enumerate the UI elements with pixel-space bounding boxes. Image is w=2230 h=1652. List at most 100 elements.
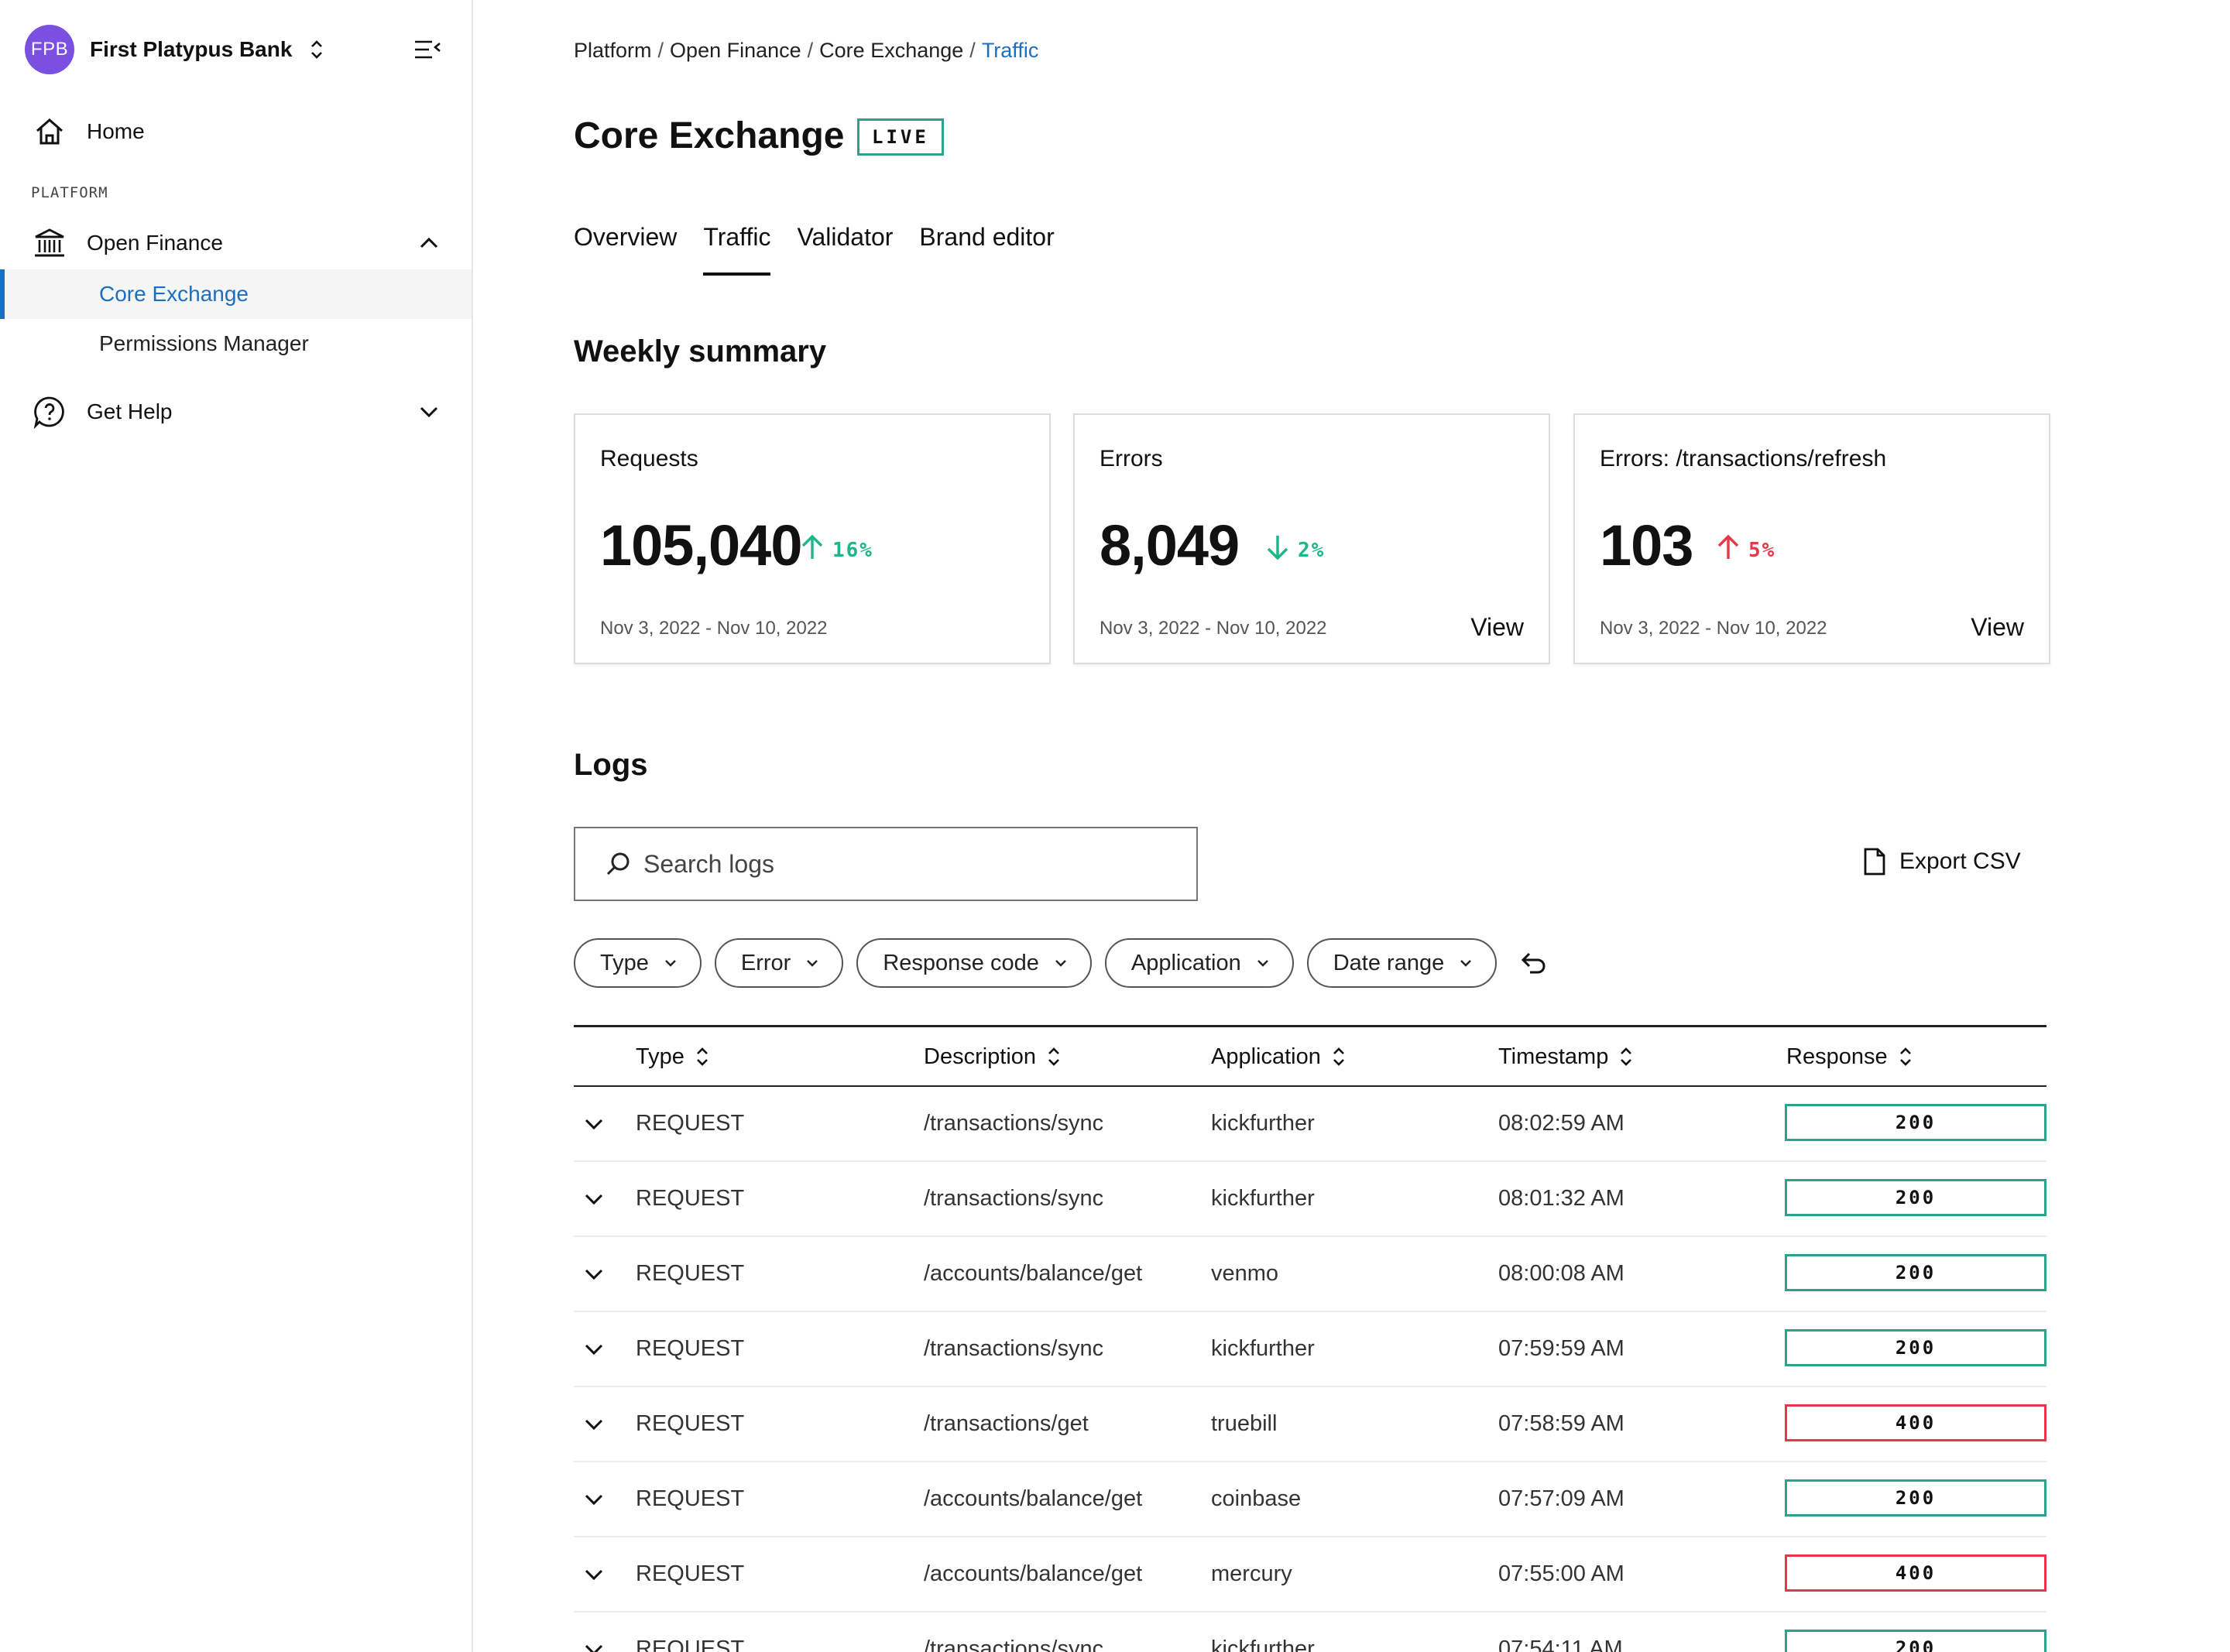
column-header-description[interactable]: Description: [924, 1027, 1061, 1086]
filter-type[interactable]: Type: [574, 938, 702, 988]
logs-table: Type Description Application Timestamp R…: [574, 1025, 2046, 1652]
filter-error[interactable]: Error: [714, 938, 844, 988]
view-errors-refresh-link[interactable]: View: [1971, 613, 2024, 641]
response-code-badge: 200: [1785, 1630, 2046, 1652]
export-csv-button[interactable]: Export CSV: [1862, 847, 2021, 876]
cell-description: /transactions/sync: [924, 1336, 1104, 1361]
column-header-response[interactable]: Response: [1786, 1027, 1913, 1086]
filter-date-range[interactable]: Date range: [1306, 938, 1498, 988]
table-header: Type Description Application Timestamp R…: [574, 1025, 2046, 1087]
expand-row-chevron-icon[interactable]: [580, 1636, 608, 1652]
expand-row-chevron-icon[interactable]: [580, 1260, 608, 1288]
column-header-application[interactable]: Application: [1211, 1027, 1346, 1086]
filter-type-label: Type: [600, 950, 649, 975]
table-row[interactable]: REQUEST/transactions/sync kickfurther 08:0…: [574, 1087, 2046, 1162]
sidebar: FPB First Platypus Bank Home PLATFORM Op…: [0, 0, 473, 1652]
cell-application: kickfurther: [1211, 1637, 1315, 1652]
card-value: 8,049: [1100, 513, 1240, 578]
response-code-badge: 200: [1785, 1329, 2046, 1366]
sidebar-item-home-label: Home: [87, 119, 145, 143]
tab-brand-editor[interactable]: Brand editor: [919, 223, 1055, 251]
table-row[interactable]: REQUEST/transactions/sync kickfurther 07:5…: [574, 1613, 2046, 1652]
column-header-label: Response: [1786, 1044, 1888, 1069]
sidebar-item-open-finance[interactable]: Open Finance: [0, 224, 472, 262]
org-switcher[interactable]: FPB First Platypus Bank: [25, 23, 324, 76]
cell-timestamp: 08:00:08 AM: [1498, 1261, 1624, 1286]
response-code-badge: 200: [1785, 1479, 2046, 1517]
tab-traffic[interactable]: Traffic: [703, 221, 771, 276]
sort-icon: [1899, 1047, 1911, 1066]
cell-description: /accounts/balance/get: [924, 1261, 1143, 1286]
column-header-timestamp[interactable]: Timestamp: [1498, 1027, 1633, 1086]
cell-application: kickfurther: [1211, 1186, 1315, 1211]
cell-description: /transactions/sync: [924, 1111, 1104, 1136]
filter-response-code-label: Response code: [883, 950, 1039, 975]
search-logs-box[interactable]: [574, 827, 1198, 901]
response-code-badge: 200: [1785, 1104, 2046, 1141]
org-name: First Platypus Bank: [90, 37, 293, 61]
breadcrumb-platform[interactable]: Platform: [574, 39, 652, 62]
cell-timestamp: 07:59:59 AM: [1498, 1336, 1624, 1361]
sidebar-item-get-help[interactable]: Get Help: [0, 393, 472, 430]
card-title: Requests: [600, 446, 698, 471]
collapse-sidebar-icon[interactable]: [412, 34, 443, 65]
response-code-badge: 400: [1785, 1404, 2046, 1441]
sidebar-item-core-exchange[interactable]: Core Exchange: [0, 269, 472, 319]
cell-description: /transactions/sync: [924, 1637, 1104, 1652]
card-value: 103: [1600, 513, 1693, 578]
cell-timestamp: 07:57:09 AM: [1498, 1486, 1624, 1511]
cell-description: /transactions/sync: [924, 1186, 1104, 1211]
reset-filters-icon[interactable]: [1516, 946, 1550, 980]
cell-timestamp: 07:54:11 AM: [1498, 1637, 1623, 1652]
column-header-type[interactable]: Type: [636, 1027, 709, 1086]
card-delta-value: 2%: [1298, 538, 1326, 562]
table-row[interactable]: REQUEST/accounts/balance/get venmo 08:00:0…: [574, 1237, 2046, 1312]
expand-row-chevron-icon[interactable]: [580, 1335, 608, 1363]
page-title: Core Exchange: [574, 115, 845, 156]
sidebar-item-get-help-label: Get Help: [87, 399, 173, 423]
arrow-up-icon: [1714, 533, 1742, 567]
chevron-up-icon[interactable]: [417, 231, 441, 255]
chevron-down-icon[interactable]: [417, 399, 441, 424]
table-row[interactable]: REQUEST/transactions/sync kickfurther 07:5…: [574, 1312, 2046, 1387]
sort-icon: [1048, 1047, 1059, 1066]
chevron-up-down-icon: [309, 38, 324, 61]
expand-row-chevron-icon[interactable]: [580, 1486, 608, 1513]
sidebar-item-permissions-manager[interactable]: Permissions Manager: [0, 319, 472, 368]
breadcrumb-open-finance[interactable]: Open Finance: [670, 39, 801, 62]
column-header-label: Application: [1211, 1044, 1321, 1069]
expand-row-chevron-icon[interactable]: [580, 1185, 608, 1213]
chevron-down-icon: [1055, 960, 1066, 967]
response-code-badge: 200: [1785, 1254, 2046, 1291]
response-code-badge: 200: [1785, 1179, 2046, 1216]
filter-response-code[interactable]: Response code: [856, 938, 1092, 988]
file-icon: [1864, 848, 1885, 876]
expand-row-chevron-icon[interactable]: [580, 1561, 608, 1589]
breadcrumb-core-exchange[interactable]: Core Exchange: [819, 39, 964, 62]
card-date-range: Nov 3, 2022 - Nov 10, 2022: [1100, 618, 1327, 639]
filter-bar: Type Error Response code Application Dat…: [574, 938, 1550, 988]
expand-row-chevron-icon[interactable]: [580, 1410, 608, 1438]
cell-type: REQUEST: [636, 1111, 745, 1136]
filter-application[interactable]: Application: [1104, 938, 1294, 988]
cell-application: kickfurther: [1211, 1111, 1315, 1136]
breadcrumb-traffic: Traffic: [981, 39, 1039, 62]
search-logs-input[interactable]: [643, 849, 1170, 879]
table-row[interactable]: REQUEST/accounts/balance/get mercury 07:55…: [574, 1537, 2046, 1613]
expand-row-chevron-icon[interactable]: [580, 1110, 608, 1138]
cell-application: truebill: [1211, 1411, 1278, 1436]
search-icon: [605, 850, 633, 878]
cell-timestamp: 08:01:32 AM: [1498, 1186, 1624, 1211]
cell-description: /accounts/balance/get: [924, 1486, 1143, 1511]
breadcrumb: Platform / Open Finance / Core Exchange / Traf…: [574, 39, 1039, 62]
tab-validator[interactable]: Validator: [797, 223, 894, 251]
summary-card-errors-refresh: Errors: /transactions/refresh 103 5% Nov…: [1573, 413, 2050, 664]
sidebar-item-home[interactable]: Home: [0, 113, 472, 150]
table-row[interactable]: REQUEST/transactions/get truebill 07:58:59…: [574, 1387, 2046, 1462]
tab-overview[interactable]: Overview: [574, 223, 678, 251]
table-row[interactable]: REQUEST/transactions/sync kickfurther 08:0…: [574, 1162, 2046, 1237]
cell-type: REQUEST: [636, 1561, 745, 1586]
card-delta: 16%: [798, 533, 873, 567]
table-row[interactable]: REQUEST/accounts/balance/get coinbase 07:5…: [574, 1462, 2046, 1537]
view-errors-link[interactable]: View: [1470, 613, 1524, 641]
